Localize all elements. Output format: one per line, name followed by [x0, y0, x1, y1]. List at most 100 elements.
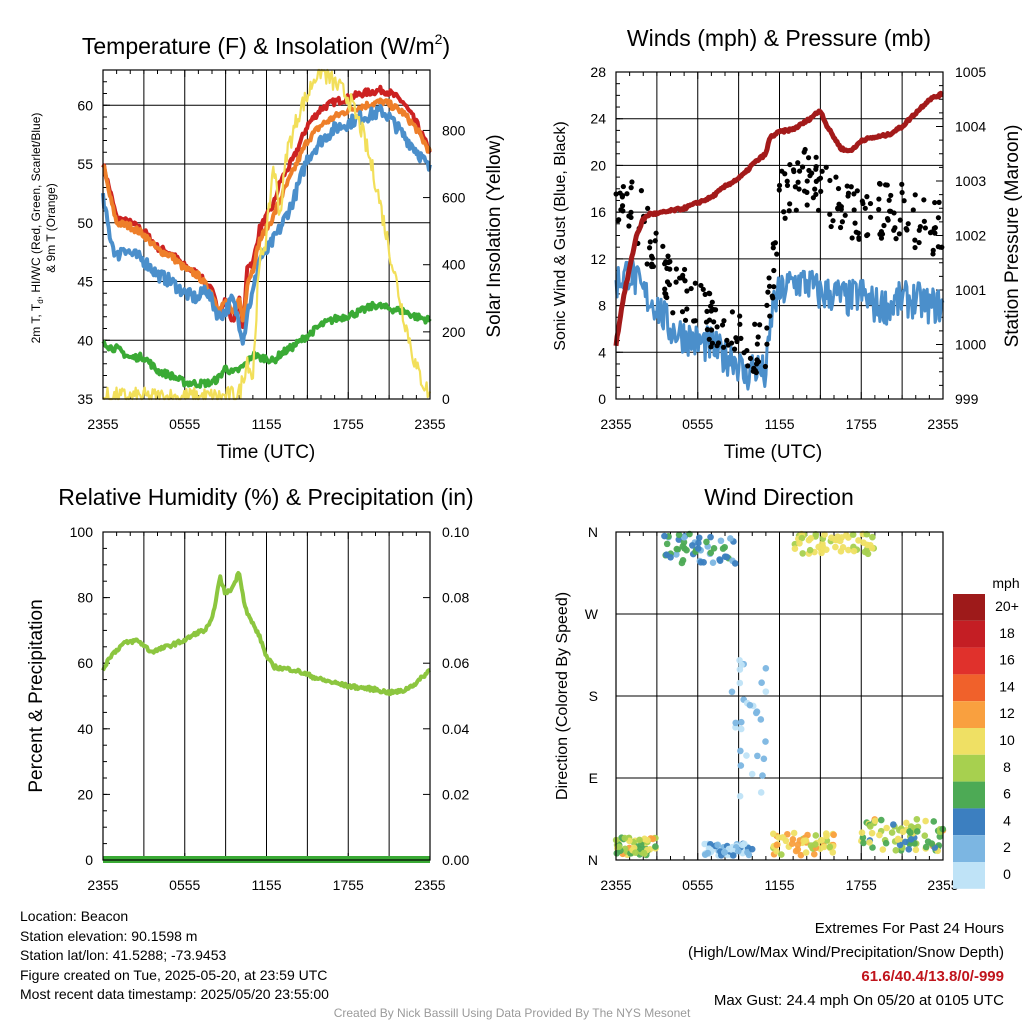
x-tick-label: 0555 [682, 877, 713, 893]
wind-direction-point [675, 531, 683, 539]
colorbar-label: 16 [999, 652, 1015, 668]
wind-direction-point [829, 849, 837, 856]
wind-gust-point [853, 229, 859, 235]
wind-direction-point [876, 831, 883, 839]
wind-gust-point [912, 237, 918, 243]
wind-gust-point [664, 265, 670, 271]
wind-gust-point [752, 321, 758, 327]
wind-direction-point [922, 843, 930, 851]
wind-gust-point [835, 185, 842, 192]
y2-tick-label: 400 [442, 257, 466, 273]
wind-direction-point [773, 841, 781, 849]
wind-direction-point [792, 847, 800, 855]
wind-gust-point [776, 182, 783, 189]
wind-gust-point [930, 247, 936, 253]
wind-gust-point [711, 319, 717, 325]
x-tick-label: 0555 [169, 877, 200, 893]
wind-direction-point [738, 661, 745, 669]
wind-direction-point [894, 836, 902, 843]
wind-gust-point [747, 355, 754, 361]
wind-direction-point [802, 849, 810, 856]
wind-gust-point [681, 266, 688, 273]
wind-gust-point [754, 357, 760, 363]
wind-gust-point [769, 293, 775, 299]
wind-gust-point [770, 241, 776, 247]
colorbar-swatch [953, 594, 985, 621]
humidity-title: Relative Humidity (%) & Precipitation (i… [58, 484, 473, 510]
wind-gust-point [932, 230, 938, 236]
wind-gust-point [795, 160, 801, 166]
wind-gust-point [916, 239, 922, 246]
wind-direction-point [868, 829, 876, 837]
y-tick-label: 20 [77, 786, 93, 802]
wind-direction-point [788, 840, 796, 847]
wind-gust-point [862, 205, 868, 211]
wind-gust-point [620, 183, 626, 190]
insolation-ylabel: Solar Insolation (Yellow) [484, 134, 505, 337]
wind-direction-point [729, 852, 737, 859]
y-tick-label: 40 [77, 721, 93, 737]
wind-direction-point [744, 849, 751, 856]
wind-direction-point [707, 549, 715, 557]
wind-gust-point [673, 266, 679, 272]
colorbar-swatch [953, 728, 985, 755]
wind-gust-point [766, 283, 773, 289]
speed-colorbar: mph 20+ 18 16 14 12 10 8 6 4 2 0 [953, 575, 1020, 889]
wind-direction-point [737, 718, 745, 726]
wind-direction-point [760, 755, 768, 763]
wind-gust-point [851, 191, 857, 197]
wind-gust-point [741, 350, 747, 356]
wind-gust-point [887, 208, 893, 214]
wind-gust-point [649, 261, 655, 267]
wind-direction-point [907, 836, 915, 843]
wind-gust-point [787, 201, 793, 207]
wind-gust-point [764, 341, 770, 347]
x-tick-label: 2355 [927, 877, 958, 893]
wind-direction-point [728, 688, 736, 696]
wind-direction-point [892, 847, 900, 854]
wind-gust-point [787, 161, 793, 168]
sonic-wind-line [614, 259, 945, 391]
wind-gust-point [922, 225, 928, 231]
wind-gust-point [885, 217, 891, 223]
x-tick-label: 1155 [251, 877, 281, 893]
wind-direction-point [850, 547, 858, 555]
wind-direction-point [640, 849, 648, 857]
wind-direction-point [759, 772, 766, 779]
wind-direction-point [683, 546, 690, 554]
temperature-xlabel: Time (UTC) [217, 442, 316, 463]
wind-direction-point [818, 546, 825, 554]
wind-direction-point [695, 539, 702, 547]
wind-gust-point [813, 164, 819, 170]
wind-gust-point [804, 178, 810, 184]
wind-gust-point [809, 170, 815, 176]
wind-gust-point [796, 168, 803, 174]
y2-tick-label: 1003 [955, 173, 986, 189]
relative-humidity-line [101, 571, 431, 697]
temperature-panel: Temperature (F) & Insolation (W/m2) Time… [29, 31, 505, 463]
solar-insolation-line [102, 68, 432, 401]
y-tick-label: S [589, 688, 598, 704]
wind-gust-point [932, 199, 938, 206]
wind-direction-point [798, 534, 806, 542]
wind-direction-point [810, 850, 818, 858]
wind-gust-point [662, 286, 668, 292]
y-tick-label: 20 [590, 157, 606, 173]
wind-direction-point [680, 534, 688, 541]
wind-gust-point [921, 218, 927, 224]
wind-gust-point [664, 279, 671, 285]
wind-gust-point [667, 259, 673, 265]
wind-gust-point [888, 192, 894, 199]
y-tick-label: 8 [598, 298, 606, 314]
wind-gust-point [939, 244, 945, 250]
wind-direction-point [736, 679, 744, 687]
wind-gust-point [707, 303, 714, 309]
extremes-info: Extremes For Past 24 Hours (High/Low/Max… [688, 917, 1004, 1013]
wind-gust-point [628, 214, 634, 221]
wind-gust-point [755, 334, 761, 340]
y-tick-label: 35 [77, 391, 93, 407]
wind-direction-point [930, 818, 938, 825]
wind-gust-point [891, 227, 897, 233]
wind-direction-point [866, 839, 873, 846]
wind-direction-point [615, 843, 623, 851]
